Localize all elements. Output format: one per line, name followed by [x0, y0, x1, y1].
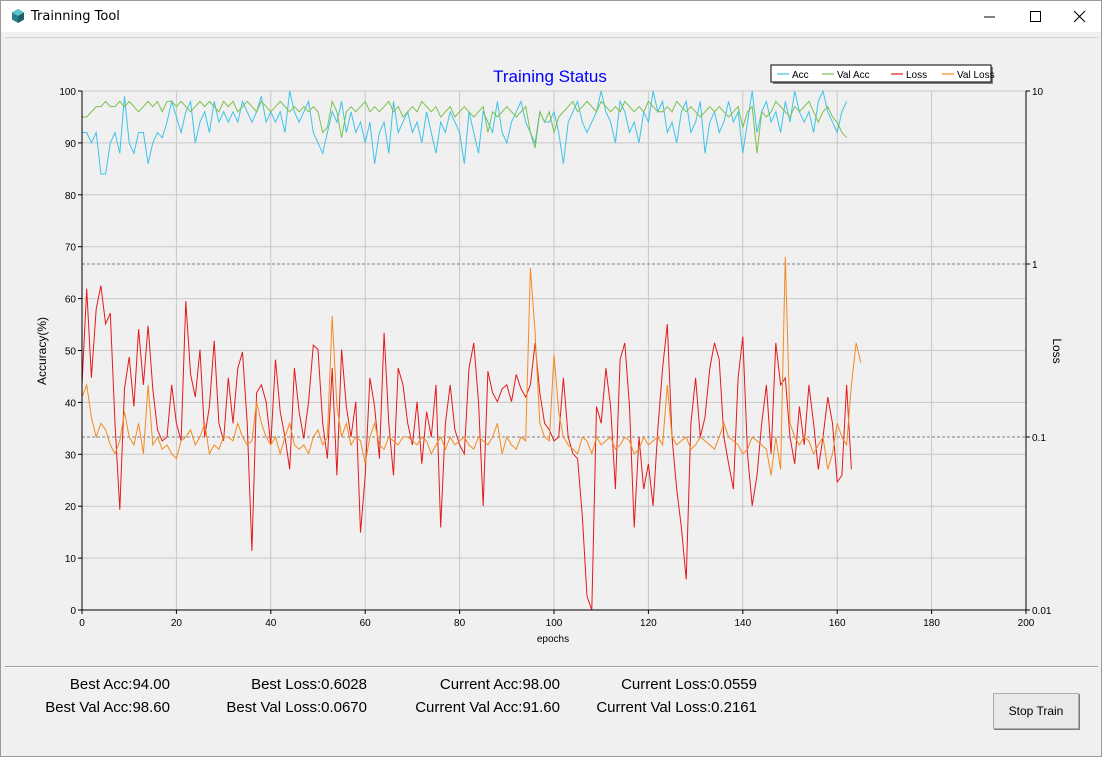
close-icon: [1073, 10, 1086, 23]
x-tick-label: 20: [171, 618, 183, 629]
x-axis-label: epochs: [537, 634, 569, 645]
divider-highlight: [5, 667, 1098, 668]
title-bar[interactable]: Trainning Tool: [1, 1, 1101, 32]
y-tick-label: 50: [65, 347, 77, 358]
stop-train-button[interactable]: Stop Train: [993, 693, 1079, 729]
y-tick-label: 70: [65, 243, 77, 254]
x-tick-label: 200: [1018, 618, 1035, 629]
y-tick-label: 30: [65, 450, 77, 461]
series-line-acc: [82, 89, 848, 175]
current-acc-label: Current Acc:98.00: [439, 676, 560, 693]
chart-panel: Training Status 0 20 40 60 80 100 120 140 160 180…: [5, 37, 1098, 668]
x-tick-label: 80: [454, 618, 466, 629]
y-axis-label: Accuracy(%): [35, 317, 49, 385]
app-icon: [12, 9, 24, 23]
x-tick-label: 180: [923, 618, 940, 629]
current-val-loss-label: Current Val Loss:0.2161: [596, 699, 757, 716]
chart-legend: Acc Val Acc Loss Val Loss: [770, 64, 995, 84]
x-tick-label: 120: [640, 618, 657, 629]
y-tick-label: 20: [65, 502, 77, 513]
y-tick-label: 60: [65, 295, 77, 306]
window-title: Trainning Tool: [31, 9, 120, 24]
x-tick-label: 0: [79, 618, 85, 629]
x-tick-label: 140: [734, 618, 751, 629]
y-tick-label: 100: [59, 87, 76, 98]
x-tick-label: 60: [360, 618, 372, 629]
maximize-icon: [1030, 11, 1041, 22]
y2-axis-label: Loss: [1050, 338, 1064, 363]
y2-tick-label: 10: [1032, 87, 1044, 98]
best-acc-label: Best Acc:94.00: [69, 676, 170, 693]
maximize-button[interactable]: [1013, 1, 1059, 32]
current-val-acc-label: Current Val Acc:91.60: [415, 699, 560, 716]
close-button[interactable]: [1057, 1, 1102, 32]
series-line-val-acc: [82, 99, 847, 154]
y-tick-label: 10: [65, 554, 77, 565]
y-tick-label: 80: [65, 191, 77, 202]
chart-grid: [81, 90, 1027, 611]
chart-series: [81, 89, 862, 611]
legend-box: [770, 64, 992, 83]
series-line-loss: [81, 285, 852, 611]
legend-label-loss: Loss: [906, 70, 927, 81]
y2-tick-label: 1: [1032, 260, 1038, 271]
best-loss-label: Best Loss:0.6028: [251, 676, 367, 693]
y-tick-label: 40: [65, 398, 77, 409]
best-val-acc-label: Best Val Acc:98.60: [45, 699, 170, 716]
y2-tick-label: 0.1: [1032, 433, 1046, 444]
legend-label-val-acc: Val Acc: [837, 70, 870, 81]
training-status-chart: Training Status 0 20 40 60 80 100 120 140 160 180…: [35, 64, 1064, 645]
chart-axes: 0 20 40 60 80 100 120 140 160 180 2000102030405060…: [59, 87, 1052, 629]
minimize-icon: [984, 16, 995, 18]
y-tick-label: 0: [70, 606, 76, 617]
x-tick-label: 40: [265, 618, 277, 629]
current-loss-label: Current Loss:0.0559: [621, 676, 757, 693]
x-tick-label: 160: [829, 618, 846, 629]
divider: [5, 666, 1098, 667]
chart-title: Training Status: [493, 67, 607, 86]
best-val-loss-label: Best Val Loss:0.0670: [226, 699, 367, 716]
legend-label-val-loss: Val Loss: [957, 70, 995, 81]
series-line-val-loss: [81, 256, 862, 476]
minimize-button[interactable]: [967, 1, 1013, 32]
y-tick-label: 90: [65, 139, 77, 150]
y2-tick-label: 0.01: [1032, 606, 1052, 617]
legend-label-acc: Acc: [792, 70, 809, 81]
x-tick-label: 100: [546, 618, 563, 629]
